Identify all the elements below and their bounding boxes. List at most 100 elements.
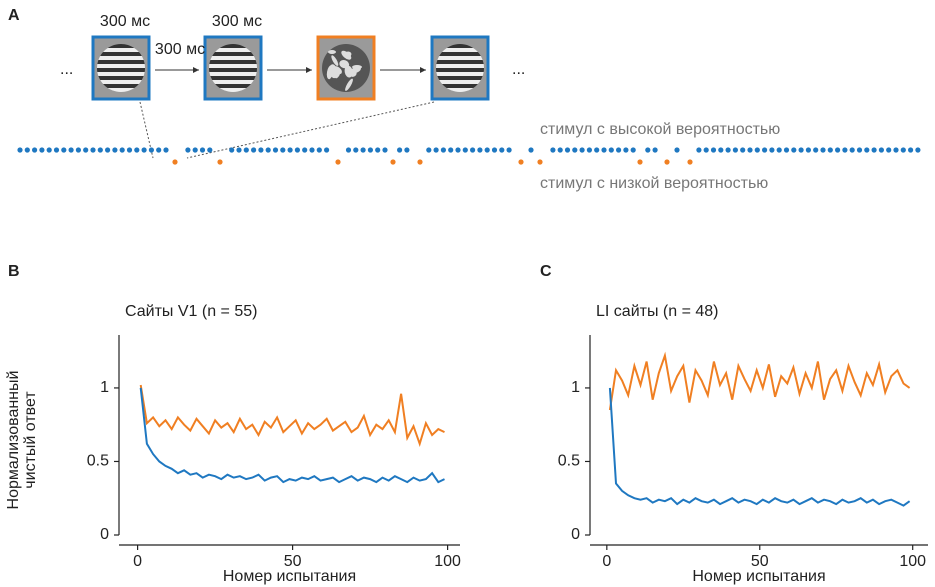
dot — [251, 147, 257, 153]
dot — [207, 147, 213, 153]
arrow-head — [193, 67, 199, 73]
dot — [24, 147, 30, 153]
texture — [328, 50, 336, 54]
dot — [112, 147, 118, 153]
dot — [119, 147, 125, 153]
grating — [209, 44, 257, 92]
dot — [294, 147, 300, 153]
dot — [506, 147, 512, 153]
dot — [783, 147, 790, 153]
dot — [791, 147, 797, 153]
dot — [97, 147, 103, 153]
dot — [61, 147, 67, 153]
stimulus-sequence — [91, 35, 490, 101]
dot — [586, 147, 593, 153]
dot — [39, 147, 45, 153]
dot — [499, 147, 505, 153]
dot — [664, 159, 670, 165]
dot — [703, 147, 709, 153]
panel-label: A — [8, 7, 20, 24]
dot — [849, 147, 855, 153]
dot — [134, 147, 140, 153]
dot — [798, 147, 804, 153]
ellipsis: ... — [512, 61, 525, 78]
texture — [331, 55, 339, 66]
grating — [436, 44, 484, 92]
dot — [608, 147, 614, 153]
dot — [769, 147, 775, 153]
dot — [687, 159, 693, 165]
dot — [900, 147, 906, 153]
dot — [732, 147, 739, 153]
dot — [594, 147, 600, 153]
dot — [674, 147, 680, 153]
y-tick-label: 1 — [100, 379, 109, 396]
y-tick-label: 0.5 — [87, 453, 109, 470]
dot — [820, 147, 826, 153]
high-prob-label: стимул с высокой вероятностью — [540, 121, 780, 138]
dot — [258, 147, 264, 153]
y-tick-label: 0 — [571, 526, 580, 543]
dot — [616, 147, 622, 153]
dot — [630, 147, 636, 153]
dot — [172, 159, 178, 165]
dot — [601, 147, 607, 153]
dot — [185, 147, 191, 153]
panel-label: B — [8, 263, 20, 280]
dot — [835, 147, 841, 153]
dot — [287, 147, 293, 153]
dot — [163, 147, 169, 153]
texture — [341, 50, 352, 60]
dot — [433, 147, 439, 153]
x-tick-label: 50 — [284, 553, 302, 570]
dot — [367, 147, 373, 153]
duration-label: 300 мс — [100, 13, 150, 30]
dot — [878, 147, 885, 153]
dot — [68, 147, 74, 153]
dot — [528, 147, 534, 153]
dot — [842, 147, 848, 153]
dot — [725, 147, 731, 153]
dot — [491, 147, 498, 153]
dot — [557, 147, 563, 153]
dot — [518, 159, 524, 165]
dot — [710, 147, 717, 153]
dot — [776, 147, 782, 153]
dot — [390, 159, 396, 165]
dot — [90, 147, 96, 153]
dot — [345, 147, 352, 153]
chart-title: LI сайты (n = 48) — [596, 303, 718, 320]
y-tick-label: 0.5 — [558, 453, 580, 470]
dot — [564, 147, 571, 153]
dot — [229, 147, 235, 153]
dot — [126, 147, 133, 153]
dot — [309, 147, 315, 153]
dot — [637, 159, 643, 165]
dot — [148, 147, 154, 153]
dot — [236, 147, 242, 153]
dot — [280, 147, 286, 153]
dot — [448, 147, 454, 153]
dot — [537, 159, 543, 165]
dot — [265, 147, 271, 153]
dot — [623, 147, 629, 153]
dot — [718, 147, 724, 153]
dot — [353, 147, 359, 153]
panel-label: C — [540, 263, 552, 280]
dot — [192, 147, 198, 153]
x-tick-label: 100 — [899, 553, 926, 570]
dot — [550, 147, 556, 153]
dot — [827, 147, 833, 153]
dot — [893, 147, 899, 153]
dot — [302, 147, 308, 153]
dot — [915, 147, 921, 153]
x-tick-label: 0 — [133, 553, 142, 570]
y-tick-label: 1 — [571, 379, 580, 396]
dot — [360, 147, 366, 153]
dot — [856, 147, 863, 153]
dot — [470, 147, 476, 153]
dot — [455, 147, 461, 153]
dot — [335, 159, 341, 165]
arrow-head — [306, 67, 312, 73]
